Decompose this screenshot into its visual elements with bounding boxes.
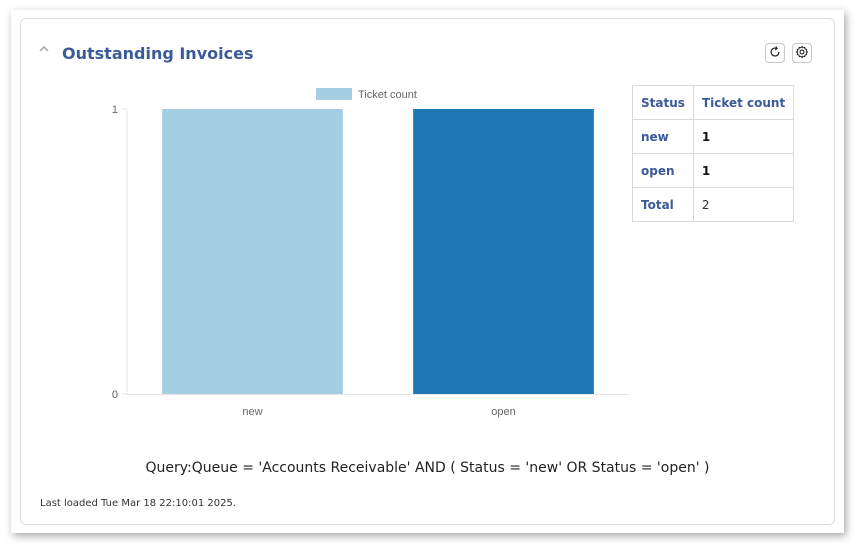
total-label-cell[interactable]: Total [632,187,694,222]
query-text: Query:Queue = 'Accounts Receivable' AND … [145,460,710,476]
table-total-row: Total 2 [632,187,795,222]
reload-icon [768,44,782,63]
status-new-cell[interactable]: new [632,119,694,154]
y-tick-label: 1 [112,104,118,116]
table-row: new 1 [632,119,795,154]
x-tick-label-new: new [242,406,262,418]
settings-button[interactable] [792,43,812,63]
chevron-up-icon[interactable] [37,41,51,55]
header-status[interactable]: Status [632,85,694,120]
total-value-cell: 2 [692,187,795,222]
legend-swatch [316,88,352,100]
y-tick-label: 0 [112,389,118,401]
dashboard-window: Outstanding Invoices 1 0 new open Ticket cou… [11,10,844,533]
count-new-cell[interactable]: 1 [692,119,795,154]
bar-new [162,109,343,394]
table-header-row: Status Ticket count [632,85,795,120]
status-open-cell[interactable]: open [632,153,694,188]
last-loaded-text: Last loaded Tue Mar 18 22:10:01 2025. [40,498,236,509]
widget-title: Outstanding Invoices [62,44,254,63]
table-row: open 1 [632,153,795,188]
x-tick-label-open: open [491,406,515,418]
reload-button[interactable] [765,43,785,63]
legend-label: Ticket count [358,89,417,101]
ticket-count-bar-chart: 1 0 new open Ticket count [112,88,629,418]
bar-open [413,109,594,394]
count-open-cell[interactable]: 1 [692,153,795,188]
gear-icon [795,44,809,63]
widget-card: Outstanding Invoices 1 0 new open Ticket cou… [20,18,835,525]
status-table: Status Ticket count new 1 open 1 Total 2 [632,85,795,222]
header-ticket-count[interactable]: Ticket count [692,85,795,120]
